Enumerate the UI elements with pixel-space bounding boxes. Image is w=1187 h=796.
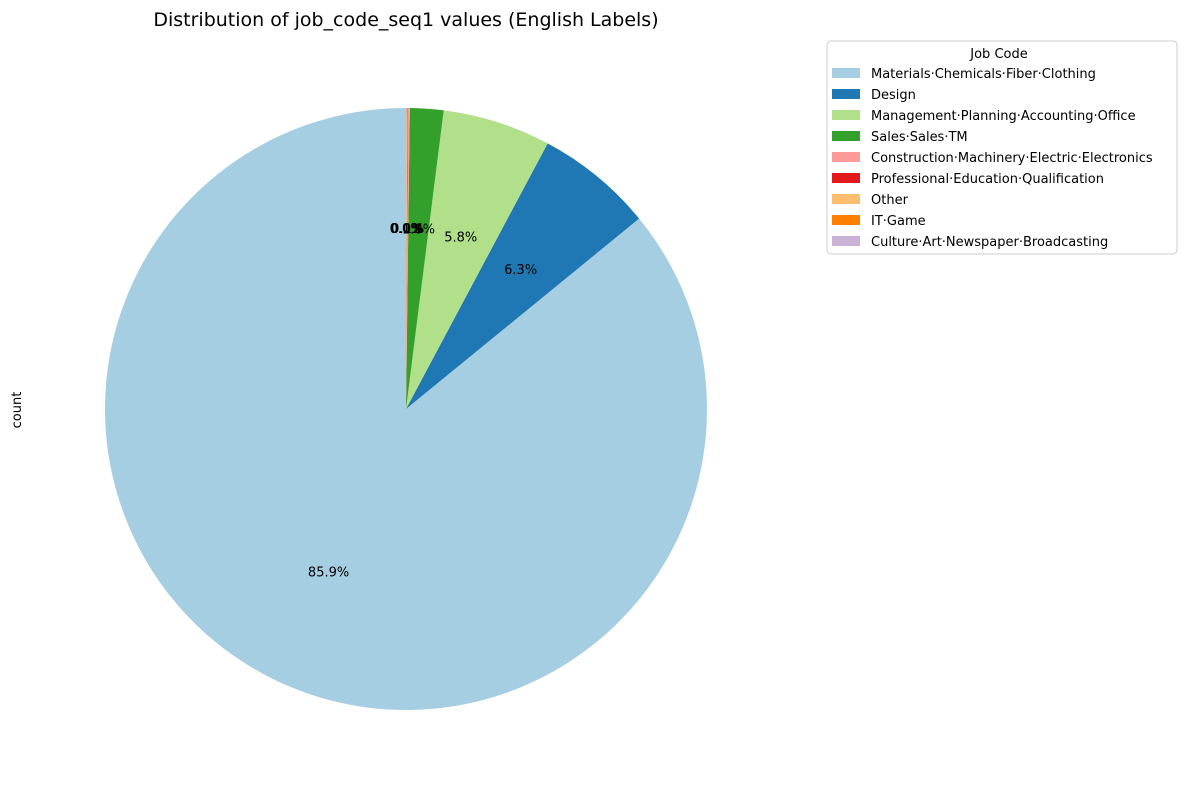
- legend-swatch: [832, 131, 860, 141]
- pie-slice: [406, 110, 548, 409]
- legend-swatch: [832, 89, 860, 99]
- slice-percentage-label: 5.8%: [444, 230, 477, 245]
- legend-swatch: [832, 68, 860, 78]
- percentage-labels: 85.9%6.3%5.8%1.8%0.1%0.0%0.0%0.0%0.0%: [308, 222, 537, 581]
- legend-items: Materials·Chemicals·Fiber·Clothing Design…: [832, 67, 1153, 250]
- legend-label: Design: [871, 88, 916, 103]
- legend-label: IT·Game: [871, 214, 926, 229]
- pie-slice: [406, 143, 640, 409]
- legend-label: Management·Planning·Accounting·Office: [871, 109, 1136, 124]
- pie-slice: [406, 108, 407, 409]
- pie-slice: [406, 108, 408, 409]
- legend-swatch: [832, 173, 860, 183]
- y-axis-label: count: [10, 392, 25, 429]
- legend-label: Professional·Education·Qualification: [871, 172, 1104, 187]
- pie-slices: [104, 108, 707, 710]
- legend-label: Other: [871, 193, 909, 208]
- legend-swatch: [832, 236, 860, 246]
- legend-label: Sales·Sales·TM: [871, 130, 968, 145]
- legend-label: Construction·Machinery·Electric·Electron…: [871, 151, 1153, 166]
- slice-percentage-label: 1.8%: [402, 222, 435, 237]
- slice-percentage-label: 0.0%: [390, 222, 423, 237]
- legend-label: Materials·Chemicals·Fiber·Clothing: [871, 67, 1096, 82]
- slice-percentage-label: 85.9%: [308, 566, 349, 581]
- pie-slice: [406, 108, 444, 409]
- legend-label: Culture·Art·Newspaper·Broadcasting: [871, 235, 1108, 250]
- slice-percentage-label: 0.0%: [390, 222, 423, 237]
- chart-title: Distribution of job_code_seq1 values (En…: [153, 9, 658, 31]
- pie-slice: [406, 108, 408, 410]
- legend-swatch: [832, 215, 860, 225]
- slice-percentage-label: 6.3%: [504, 263, 537, 278]
- legend-frame: [826, 40, 1178, 255]
- slice-percentage-label: 0.0%: [390, 222, 423, 237]
- legend: Job Code Materials·Chemicals·Fiber·Cloth…: [826, 40, 1178, 255]
- slice-percentage-label: 0.1%: [391, 222, 424, 237]
- legend-swatch: [832, 110, 860, 120]
- legend-title: Job Code: [969, 47, 1027, 62]
- legend-swatch: [832, 152, 860, 162]
- slice-percentage-label: 0.0%: [390, 222, 423, 237]
- legend-swatch: [832, 194, 860, 204]
- pie-slice: [406, 108, 410, 409]
